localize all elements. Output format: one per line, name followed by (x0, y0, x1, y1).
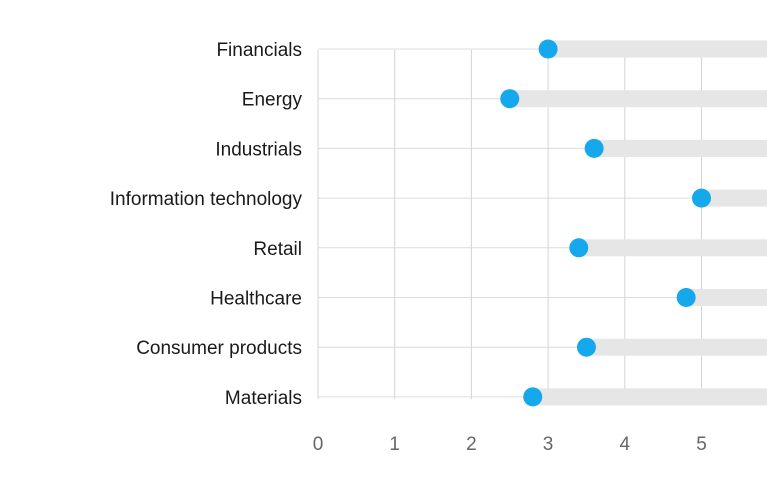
range-track (532, 388, 767, 406)
data-point (576, 337, 596, 357)
category-label: Healthcare (210, 289, 302, 310)
range-track (578, 239, 767, 257)
category-label: Energy (242, 90, 303, 111)
data-point (676, 288, 696, 307)
x-tick-label: 2 (466, 434, 477, 455)
x-tick-label: 0 (313, 434, 324, 455)
data-point (523, 387, 543, 407)
x-tick-label: 1 (389, 434, 400, 455)
category-label: Industrials (215, 139, 302, 160)
range-track (701, 189, 767, 207)
x-tick-label: 4 (620, 434, 631, 455)
range-track (594, 139, 767, 157)
category-label: Retail (253, 239, 302, 260)
category-label: Financials (216, 40, 302, 61)
track-layer (509, 40, 767, 406)
range-track (586, 338, 767, 356)
range-track (548, 40, 767, 58)
category-label: Materials (225, 388, 302, 409)
range-track (686, 289, 767, 306)
data-point (538, 39, 558, 59)
dot-layer (500, 39, 711, 407)
category-label-layer: Financials Energy Industrials Information t… (110, 40, 303, 409)
range-track (509, 90, 767, 108)
x-tick-label: 3 (543, 434, 554, 455)
category-label: Information technology (110, 189, 303, 210)
data-point (692, 188, 711, 208)
data-point (569, 238, 589, 258)
category-label: Consumer products (136, 338, 302, 359)
data-point (584, 138, 604, 158)
x-tick-label: 5 (696, 434, 707, 455)
tick-label-layer: 0 1 2 3 4 5 (313, 434, 707, 455)
data-point (500, 89, 520, 109)
